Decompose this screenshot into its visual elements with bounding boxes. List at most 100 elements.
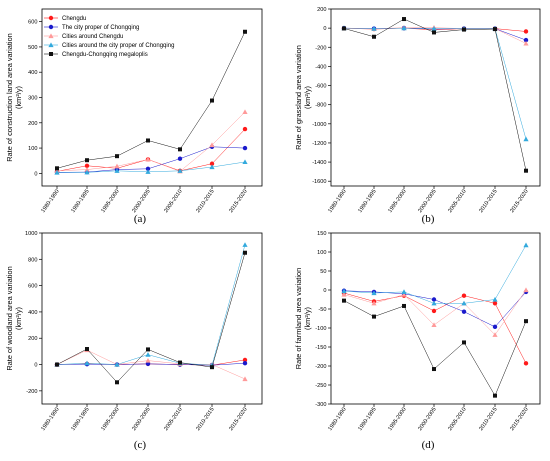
y-axis-unit: (km²/y) bbox=[14, 307, 23, 330]
y-tick-label: 300 bbox=[28, 96, 37, 102]
data-point bbox=[210, 365, 214, 370]
series-line bbox=[343, 300, 527, 397]
data-point bbox=[524, 319, 528, 324]
y-tick-label: 0 bbox=[323, 26, 326, 32]
legend-entry: Cities around the city proper of Chongqi… bbox=[62, 43, 174, 49]
x-tick-label: 2005-2010 bbox=[447, 407, 467, 432]
panel-c: -200 0 200 400 600 800 1000 1980-1990 1990-1995 1… bbox=[5, 231, 263, 451]
y-axis-label: Rate of grassland area variation bbox=[294, 45, 303, 150]
data-point bbox=[401, 289, 407, 294]
y-tick-label: 50 bbox=[320, 269, 326, 275]
legend-entry: The city proper of Chongqing bbox=[62, 25, 139, 31]
data-point bbox=[401, 291, 407, 297]
data-point bbox=[115, 154, 119, 159]
data-point bbox=[54, 169, 60, 175]
x-tick-label: 2015-2020 bbox=[509, 189, 529, 214]
legend-marker bbox=[48, 33, 54, 39]
x-tick-label: 2015-2020 bbox=[228, 189, 248, 214]
data-point bbox=[432, 30, 436, 35]
data-point bbox=[461, 309, 467, 314]
x-tick-label: 2000-2005 bbox=[131, 189, 151, 214]
data-point bbox=[492, 301, 498, 306]
legend-entry: Cities around Chengdu bbox=[62, 34, 123, 40]
y-tick-label: -1600 bbox=[312, 179, 326, 185]
data-point bbox=[431, 300, 437, 306]
data-point bbox=[431, 308, 437, 314]
x-tick-label: 2000-2005 bbox=[131, 407, 151, 432]
legend-marker bbox=[48, 24, 54, 30]
y-tick-label: -300 bbox=[315, 402, 326, 408]
data-point bbox=[523, 29, 529, 34]
data-point bbox=[523, 136, 529, 142]
series-line bbox=[56, 111, 246, 172]
data-point bbox=[462, 340, 466, 345]
x-tick-label: 1995-2000 bbox=[100, 189, 120, 214]
y-tick-label: 400 bbox=[28, 70, 37, 76]
data-point bbox=[209, 161, 215, 166]
y-tick-label: -200 bbox=[315, 45, 326, 51]
series-line bbox=[343, 27, 527, 140]
data-point bbox=[493, 393, 497, 398]
x-tick-label: 1990-1995 bbox=[357, 189, 377, 214]
plot-frame bbox=[330, 8, 541, 187]
data-point bbox=[242, 242, 248, 247]
y-axis-label: Rate of construction land area variation bbox=[5, 33, 14, 162]
data-point bbox=[462, 27, 466, 32]
data-point bbox=[523, 40, 529, 46]
x-tick-label: 2010-2015 bbox=[478, 189, 498, 214]
data-point bbox=[242, 126, 248, 132]
data-point bbox=[177, 168, 183, 173]
data-point bbox=[145, 352, 151, 357]
x-tick-label: 1980-1990 bbox=[327, 407, 347, 432]
plot-frame bbox=[41, 232, 263, 405]
data-point bbox=[114, 163, 120, 169]
x-tick-label: 1980-1990 bbox=[40, 407, 60, 432]
y-tick-label: 800 bbox=[28, 257, 37, 263]
data-point bbox=[372, 314, 376, 319]
y-tick-label: -200 bbox=[315, 364, 326, 370]
data-point bbox=[242, 145, 248, 151]
data-point bbox=[84, 166, 90, 172]
x-tick-label: 2015-2020 bbox=[509, 407, 529, 432]
data-point bbox=[177, 156, 183, 161]
y-tick-label: 500 bbox=[28, 45, 37, 51]
data-point bbox=[372, 34, 376, 39]
data-point bbox=[524, 168, 528, 173]
data-point bbox=[402, 17, 406, 22]
y-tick-label: -400 bbox=[315, 64, 326, 70]
data-point bbox=[461, 293, 467, 298]
y-axis-unit: (km²/y) bbox=[14, 86, 23, 109]
data-point bbox=[242, 376, 248, 382]
data-point bbox=[114, 361, 120, 367]
data-point bbox=[242, 361, 248, 366]
y-tick-label: -100 bbox=[315, 326, 326, 332]
data-point bbox=[55, 362, 59, 367]
x-tick-label: 1980-1990 bbox=[327, 189, 347, 214]
data-point bbox=[431, 26, 437, 31]
data-point bbox=[178, 147, 182, 152]
data-point bbox=[461, 300, 467, 306]
data-point bbox=[341, 291, 347, 297]
y-tick-label: 100 bbox=[28, 146, 37, 152]
panel-label: (b) bbox=[422, 213, 435, 225]
data-point bbox=[145, 169, 151, 174]
series-line bbox=[343, 290, 527, 328]
y-tick-label: -250 bbox=[315, 383, 326, 389]
y-axis-label: Rate of woodland area variation bbox=[5, 266, 14, 370]
data-point bbox=[210, 98, 214, 103]
y-tick-label: 0 bbox=[323, 288, 326, 294]
y-tick-label: -1400 bbox=[312, 160, 326, 166]
data-point bbox=[242, 109, 248, 114]
x-tick-label: 1995-2000 bbox=[100, 407, 120, 432]
x-tick-label: 1980-1990 bbox=[40, 189, 60, 214]
legend: Chengdu The city proper of Chongqing Citie… bbox=[44, 15, 174, 58]
data-point bbox=[523, 361, 529, 366]
y-tick-label: -1000 bbox=[312, 122, 326, 128]
y-tick-label: -1200 bbox=[312, 141, 326, 147]
data-point bbox=[432, 367, 436, 372]
data-point bbox=[342, 298, 346, 303]
panel-b: 200 0 -200 -400 -600 -800 -1000 -1200 -1400 -1600… bbox=[294, 7, 541, 225]
y-axis-unit: (km²/y) bbox=[303, 307, 312, 330]
y-tick-label: 1000 bbox=[25, 231, 37, 237]
